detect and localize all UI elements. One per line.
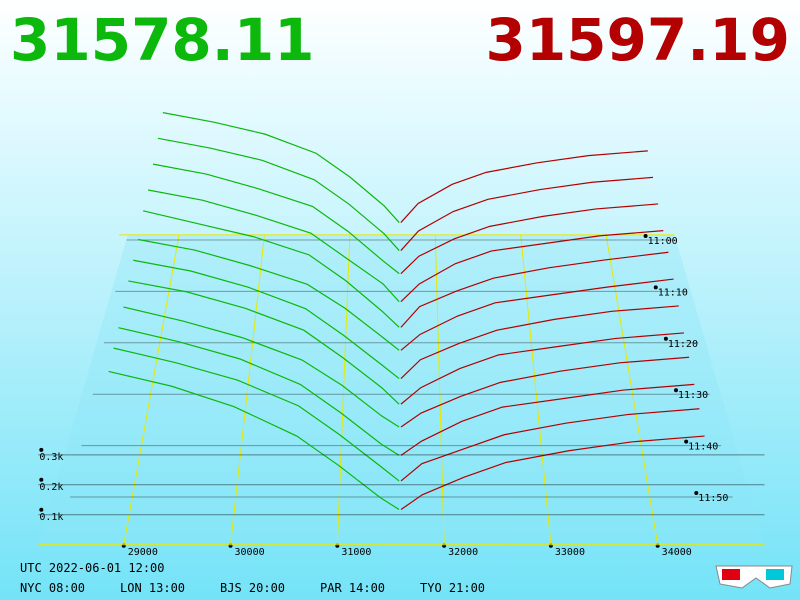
volume-tick-label: 0.3k (39, 452, 63, 463)
glasses-icon (715, 565, 793, 589)
ask-depth-line (400, 305, 679, 379)
volume-tick-label: 0.2k (39, 482, 63, 493)
ask-depth-line (400, 176, 654, 251)
ask-depth-line (400, 278, 674, 351)
tick-mark (674, 388, 679, 393)
floor (38, 234, 765, 545)
x-tick-label: 31000 (341, 547, 371, 558)
time-tick-label: 11:50 (698, 493, 728, 504)
time-tick-label: 11:10 (658, 287, 688, 298)
grid-line (123, 234, 180, 545)
bid-price: 31578.11 (10, 6, 315, 74)
x-tick-label: 33000 (555, 547, 585, 558)
grid-line (434, 234, 445, 545)
volume-tick-label: 0.1k (39, 512, 63, 523)
tick-mark (653, 285, 658, 290)
grid-line (230, 234, 265, 545)
zone-time: TYO 21:00 (420, 581, 485, 595)
bid-depth-line (133, 259, 400, 380)
ask-depth-line (400, 203, 659, 275)
zone-time: NYC 08:00 (20, 581, 85, 595)
time-tick-label: 11:30 (678, 390, 708, 401)
zone-time: PAR 14:00 (320, 581, 385, 595)
x-tick-label: 30000 (235, 547, 265, 558)
tick-mark (39, 477, 44, 482)
ask-depth-line (400, 230, 664, 303)
tick-mark (684, 439, 689, 444)
grid-line (336, 234, 351, 545)
tick-mark (39, 507, 44, 512)
time-tick-label: 11:40 (688, 442, 718, 453)
tick-mark (39, 447, 44, 452)
ask-price: 31597.19 (485, 6, 790, 74)
ask-depth-line (400, 435, 705, 510)
x-tick-label: 34000 (662, 547, 692, 558)
bid-depth-line (157, 137, 400, 251)
plot: 29000 30000 31000 32000 33000 34000 11:00 11:10… (38, 112, 765, 558)
bid-depth-line (113, 347, 400, 482)
tick-mark (643, 234, 648, 238)
ask-depth-line (400, 332, 684, 405)
bid-depth-line (162, 112, 400, 223)
time-tick-label: 11:00 (648, 236, 678, 247)
x-tick-label: 32000 (448, 547, 478, 558)
bid-depth-line (143, 210, 400, 328)
ask-depth-line (400, 251, 669, 328)
ask-depth-line (400, 408, 700, 482)
bid-depth-line (108, 370, 400, 510)
zone-time: BJS 20:00 (220, 581, 285, 595)
tick-mark (694, 491, 699, 495)
bid-depth-line (152, 163, 400, 275)
zone-time: LON 13:00 (120, 581, 185, 595)
bid-depth-line (118, 327, 400, 456)
bid-depth-line (128, 280, 400, 405)
tick-mark (663, 336, 668, 341)
ask-depth-line (400, 150, 648, 223)
utc-time: UTC 2022-06-01 12:00 (20, 561, 165, 575)
bid-depth-line (138, 238, 400, 351)
ask-depth-line (400, 383, 695, 456)
ask-depth-line (400, 356, 690, 428)
bid-depth-line (147, 189, 400, 303)
time-tick-label: 11:20 (668, 339, 698, 350)
bid-depth-line (123, 306, 400, 428)
x-tick-label: 29000 (128, 547, 158, 558)
grid-line (520, 234, 552, 545)
